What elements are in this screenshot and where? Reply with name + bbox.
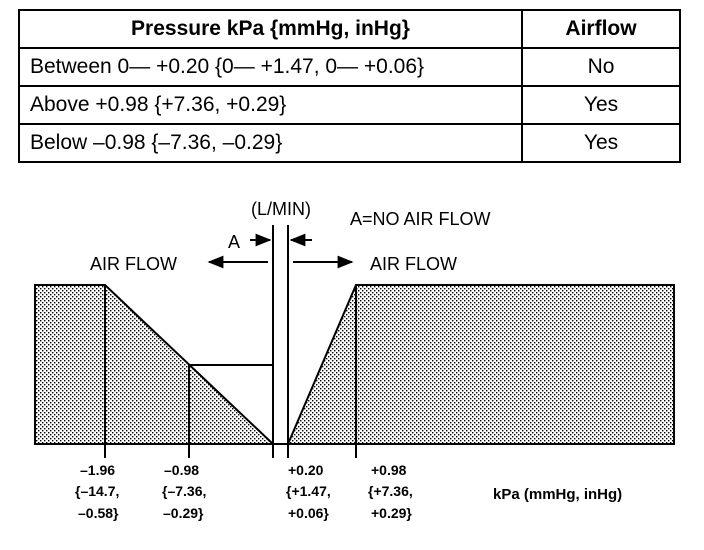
airflow-cell: No bbox=[521, 47, 681, 87]
svg-text:{–14.7,: {–14.7, bbox=[75, 483, 119, 499]
svg-text:{–7.36,: {–7.36, bbox=[162, 483, 206, 499]
zone-note-label: A=NO AIR FLOW bbox=[350, 209, 491, 229]
table-row: Below –0.98 {–7.36, –0.29} Yes bbox=[18, 123, 681, 163]
svg-text:+0.20: +0.20 bbox=[288, 462, 324, 478]
right-airflow-label: AIR FLOW bbox=[370, 254, 457, 274]
pressure-cell: Above +0.98 {+7.36, +0.29} bbox=[18, 85, 523, 125]
table-row: Between 0— +0.20 {0— +1.47, 0— +0.06} No bbox=[18, 47, 681, 87]
svg-text:{+1.47,: {+1.47, bbox=[286, 483, 331, 499]
svg-text:+0.98: +0.98 bbox=[371, 462, 407, 478]
airflow-cell: Yes bbox=[521, 85, 681, 125]
zone-a-label: A bbox=[228, 232, 240, 252]
tick-label-minus098: –0.98 {–7.36, –0.29} bbox=[162, 462, 206, 521]
pressure-cell: Below –0.98 {–7.36, –0.29} bbox=[18, 123, 523, 163]
y-unit-label: (L/MIN) bbox=[251, 199, 311, 219]
column-header-airflow: Airflow bbox=[521, 9, 681, 49]
table-header-row: Pressure kPa {mmHg, inHg} Airflow bbox=[18, 9, 681, 49]
airflow-cell: Yes bbox=[521, 123, 681, 163]
svg-text:–0.58}: –0.58} bbox=[78, 505, 119, 521]
svg-text:{+7.36,: {+7.36, bbox=[368, 483, 413, 499]
tick-label-plus020: +0.20 {+1.47, +0.06} bbox=[286, 462, 331, 521]
svg-text:+0.29}: +0.29} bbox=[371, 505, 412, 521]
right-airflow-region bbox=[286, 284, 675, 445]
pressure-cell: Between 0— +0.20 {0— +1.47, 0— +0.06} bbox=[18, 47, 523, 87]
svg-text:+0.06}: +0.06} bbox=[288, 505, 329, 521]
svg-text:–1.96: –1.96 bbox=[80, 462, 115, 478]
tick-label-minus196: –1.96 {–14.7, –0.58} bbox=[75, 462, 119, 521]
column-header-pressure: Pressure kPa {mmHg, inHg} bbox=[18, 9, 523, 49]
no-airflow-band bbox=[273, 285, 288, 444]
left-airflow-label: AIR FLOW bbox=[90, 254, 177, 274]
pressure-airflow-table: Pressure kPa {mmHg, inHg} Airflow Betwee… bbox=[18, 9, 681, 163]
x-unit-label: kPa (mmHg, inHg) bbox=[493, 486, 622, 503]
svg-text:–0.29}: –0.29} bbox=[163, 505, 204, 521]
svg-text:–0.98: –0.98 bbox=[164, 462, 199, 478]
table-row: Above +0.98 {+7.36, +0.29} Yes bbox=[18, 85, 681, 125]
tick-label-plus098: +0.98 {+7.36, +0.29} bbox=[368, 462, 413, 521]
